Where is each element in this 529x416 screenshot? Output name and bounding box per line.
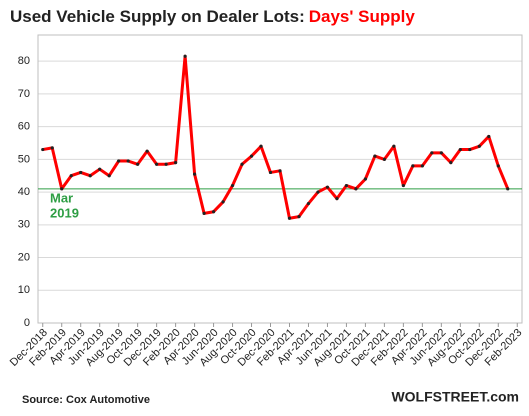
point [487, 134, 491, 139]
point [458, 147, 462, 152]
point [306, 201, 311, 206]
point [449, 161, 453, 165]
point [392, 144, 396, 148]
point [79, 170, 83, 175]
point [192, 172, 197, 176]
point [183, 54, 187, 58]
point [325, 185, 330, 189]
point [60, 187, 64, 191]
point [88, 174, 92, 178]
title-highlight: Days' Supply [309, 7, 416, 26]
point [430, 151, 434, 155]
point [335, 197, 339, 201]
point [98, 167, 102, 171]
point [211, 210, 216, 214]
reference-label: 2019 [50, 205, 79, 220]
point [126, 159, 130, 163]
point [278, 169, 282, 173]
point [506, 187, 510, 191]
point [382, 157, 386, 161]
point [69, 174, 73, 178]
point [268, 170, 273, 175]
point [354, 187, 358, 191]
point [240, 162, 244, 166]
y-tick-label: 70 [18, 88, 30, 100]
chart-title: Used Vehicle Supply on Dealer Lots: Days'… [10, 7, 415, 26]
point [259, 144, 263, 148]
point [164, 162, 168, 166]
point [107, 174, 111, 178]
point [468, 147, 472, 152]
y-tick-label: 0 [24, 317, 30, 329]
title-main: Used Vehicle Supply on Dealer Lots: [10, 7, 305, 26]
point [496, 164, 500, 168]
point [50, 146, 54, 150]
source: Source: Cox Automotive [22, 394, 150, 406]
point [41, 147, 45, 152]
line-series [42, 54, 510, 220]
y-tick-label: 50 [18, 153, 30, 165]
point [221, 200, 225, 204]
reference-label: Mar [50, 190, 73, 205]
point [174, 161, 178, 165]
point [297, 215, 301, 219]
point [230, 183, 235, 188]
point [249, 154, 254, 158]
point [316, 190, 320, 194]
point [363, 177, 368, 181]
y-tick-label: 30 [18, 219, 30, 231]
point [136, 162, 140, 166]
y-tick-label: 60 [18, 121, 30, 133]
point [373, 154, 377, 158]
point [401, 183, 405, 188]
watermark: WOLFSTREET.com [391, 389, 519, 405]
point [287, 216, 292, 220]
point [439, 151, 443, 155]
point [420, 164, 424, 168]
y-tick-label: 80 [18, 55, 30, 67]
plot-frame [37, 34, 523, 324]
point [155, 162, 159, 166]
point [145, 149, 149, 153]
point [202, 211, 206, 215]
point [344, 183, 349, 188]
point [477, 144, 481, 148]
point [117, 159, 121, 163]
y-tick-label: 40 [18, 186, 30, 198]
point [411, 164, 415, 168]
y-tick-label: 10 [18, 284, 30, 296]
y-tick-label: 20 [18, 251, 30, 263]
